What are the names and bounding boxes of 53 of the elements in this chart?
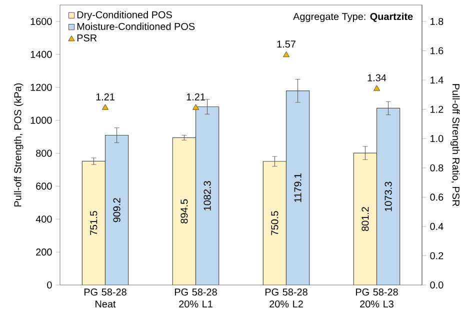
bar: [376, 108, 400, 285]
y2-tick-label: 1.2: [430, 106, 444, 113]
y-tick-label: 1600: [30, 18, 52, 25]
data-label: 1.21: [186, 93, 205, 100]
data-label: 1073.3: [384, 182, 392, 212]
bar: [104, 134, 129, 285]
data-label: 750.5: [271, 211, 278, 236]
y2-tick-label: 0.4: [430, 222, 444, 230]
y-tick-label: 0: [47, 281, 52, 289]
data-label: 751.5: [90, 211, 98, 236]
bar: [172, 137, 196, 285]
y2-tick-label: 1.0: [430, 135, 444, 142]
bar: [262, 161, 287, 285]
x-tick-label: PG 58-28 20% L3: [356, 288, 398, 308]
legend-label: Moisture-Conditioned POS: [77, 22, 195, 30]
y-tick-label: 400: [36, 216, 52, 223]
point: [373, 85, 380, 91]
data-label: 1.21: [96, 93, 114, 100]
annotation: Aggregate Type: Quartzite: [293, 12, 413, 22]
point: [102, 104, 109, 110]
data-label: 1179.1: [294, 174, 302, 202]
point: [282, 51, 290, 58]
y-axis-title: Pull-off Strength, POS (kPa): [14, 83, 24, 206]
y-tick-label: 600: [36, 182, 52, 190]
bar: [195, 106, 220, 285]
bar: [82, 160, 106, 285]
y2-tick-label: 1.6: [430, 47, 444, 54]
legend-label: Dry-Conditioned POS: [77, 10, 172, 20]
y2-tick-label: 0.6: [430, 194, 444, 201]
x-tick-label: PG 58-28 Neat: [84, 288, 126, 308]
point: [192, 104, 200, 110]
y-tick-label: 1000: [30, 116, 52, 124]
y-tick-label: 800: [36, 150, 52, 157]
x-tick-label: PG 58-28 20% L2: [265, 288, 308, 308]
y2-tick-label: 0.8: [430, 164, 444, 172]
y-tick-label: 200: [36, 248, 52, 256]
x-tick-label: PG 58-28 20% L1: [174, 288, 217, 308]
y2-tick-label: 1.8: [430, 18, 444, 25]
y-tick-label: 1400: [30, 50, 52, 58]
y2-tick-label: 0.2: [430, 252, 444, 260]
legend-label: PSR: [77, 34, 97, 42]
data-label: 909.2: [113, 198, 120, 222]
data-label: 1.57: [277, 40, 296, 48]
data-label: 1082.3: [204, 181, 211, 210]
data-label: 894.5: [180, 199, 188, 224]
bar: [353, 152, 378, 285]
y2-tick-label: 0.0: [430, 281, 444, 289]
bar: [286, 90, 310, 285]
y2-tick-label: 1.4: [430, 76, 444, 84]
data-label: 801.2: [362, 207, 369, 232]
y-tick-label: 1200: [30, 84, 52, 91]
data-label: 1.34: [368, 74, 386, 82]
y2-axis-title: Pull-off Strength Ratio, PSR: [450, 84, 460, 206]
